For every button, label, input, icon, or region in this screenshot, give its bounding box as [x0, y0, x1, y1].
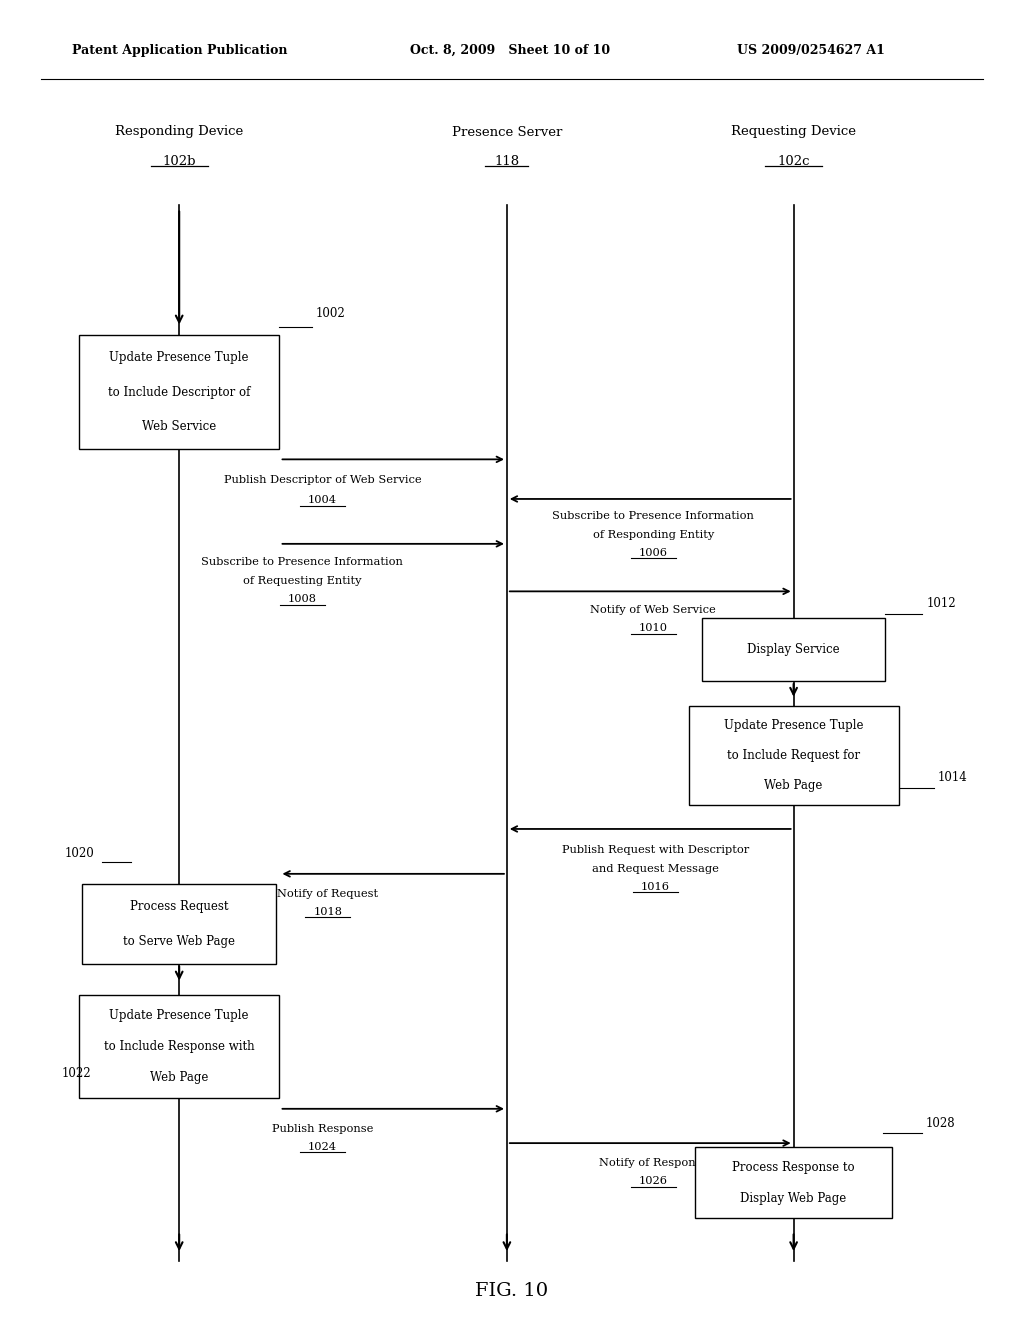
Text: Notify of Response: Notify of Response: [599, 1158, 708, 1168]
Text: 1028: 1028: [926, 1117, 955, 1130]
FancyBboxPatch shape: [79, 995, 279, 1098]
Text: Notify of Request: Notify of Request: [278, 888, 378, 899]
Text: and Request Message: and Request Message: [592, 863, 719, 874]
FancyBboxPatch shape: [688, 705, 899, 804]
Text: 1014: 1014: [938, 771, 968, 784]
Text: 1008: 1008: [288, 594, 316, 605]
Text: Web Page: Web Page: [764, 779, 823, 792]
Text: Process Request: Process Request: [130, 900, 228, 913]
Text: Web Service: Web Service: [142, 420, 216, 433]
Text: Oct. 8, 2009   Sheet 10 of 10: Oct. 8, 2009 Sheet 10 of 10: [410, 44, 609, 57]
Text: to Serve Web Page: to Serve Web Page: [123, 935, 236, 948]
Text: to Include Descriptor of: to Include Descriptor of: [108, 385, 251, 399]
Text: FIG. 10: FIG. 10: [475, 1282, 549, 1300]
Text: to Include Response with: to Include Response with: [103, 1040, 255, 1053]
Text: Update Presence Tuple: Update Presence Tuple: [110, 1008, 249, 1022]
Text: 1012: 1012: [927, 597, 956, 610]
Text: Update Presence Tuple: Update Presence Tuple: [110, 351, 249, 364]
Text: Web Page: Web Page: [150, 1072, 209, 1085]
Text: of Requesting Entity: of Requesting Entity: [243, 576, 361, 586]
Text: Subscribe to Presence Information: Subscribe to Presence Information: [201, 557, 403, 568]
Text: Publish Descriptor of Web Service: Publish Descriptor of Web Service: [224, 475, 421, 486]
FancyBboxPatch shape: [695, 1147, 892, 1218]
Text: 118: 118: [495, 154, 519, 168]
FancyBboxPatch shape: [82, 884, 276, 964]
Text: 1010: 1010: [639, 623, 668, 634]
Text: 1006: 1006: [639, 548, 668, 558]
Text: Presence Server: Presence Server: [452, 125, 562, 139]
Text: 102b: 102b: [163, 154, 196, 168]
Text: 1018: 1018: [313, 907, 342, 917]
Text: Publish Response: Publish Response: [272, 1123, 373, 1134]
Text: Update Presence Tuple: Update Presence Tuple: [724, 718, 863, 731]
Text: Display Web Page: Display Web Page: [740, 1192, 847, 1205]
FancyBboxPatch shape: [79, 334, 279, 449]
Text: US 2009/0254627 A1: US 2009/0254627 A1: [737, 44, 885, 57]
Text: of Responding Entity: of Responding Entity: [593, 529, 714, 540]
Text: 1016: 1016: [641, 882, 670, 892]
Text: 1024: 1024: [308, 1142, 337, 1152]
Text: to Include Request for: to Include Request for: [727, 748, 860, 762]
Text: 1026: 1026: [639, 1176, 668, 1187]
FancyBboxPatch shape: [702, 618, 885, 681]
Text: Requesting Device: Requesting Device: [731, 125, 856, 139]
Text: Notify of Web Service: Notify of Web Service: [591, 605, 716, 615]
Text: 1002: 1002: [315, 306, 345, 319]
Text: Publish Request with Descriptor: Publish Request with Descriptor: [562, 845, 749, 855]
Text: 1022: 1022: [61, 1067, 91, 1080]
Text: Process Response to: Process Response to: [732, 1160, 855, 1173]
Text: Responding Device: Responding Device: [115, 125, 244, 139]
Text: 1004: 1004: [308, 495, 337, 506]
Text: Subscribe to Presence Information: Subscribe to Presence Information: [552, 511, 755, 521]
Text: 1020: 1020: [65, 846, 94, 859]
Text: 102c: 102c: [777, 154, 810, 168]
Text: Patent Application Publication: Patent Application Publication: [72, 44, 287, 57]
Text: Display Service: Display Service: [748, 643, 840, 656]
